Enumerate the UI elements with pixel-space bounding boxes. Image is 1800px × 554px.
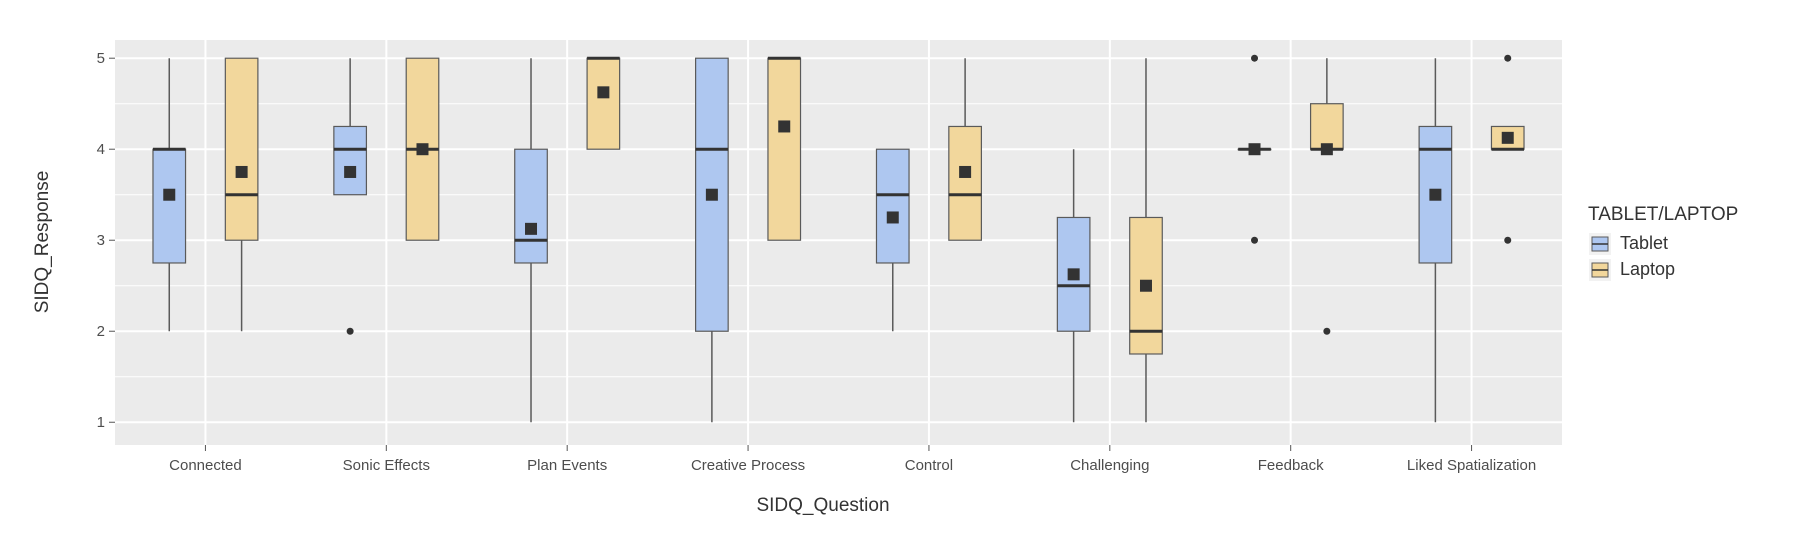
mean-marker [705, 188, 718, 201]
mean-marker [1429, 188, 1442, 201]
box [333, 125, 368, 196]
x-tick-label: Liked Spatialization [1407, 457, 1536, 474]
box-group-laptop [767, 56, 802, 241]
box [224, 57, 259, 241]
x-tick-label: Connected [169, 457, 242, 474]
mean-marker [344, 165, 357, 178]
outlier-point [1504, 54, 1512, 62]
mean-marker [778, 120, 791, 133]
y-tick-label: 3 [97, 232, 105, 249]
y-axis-title: SIDQ_Response [32, 171, 53, 314]
box-group-laptop [405, 57, 440, 241]
box-group-tablet [1056, 149, 1091, 423]
legend-item-laptop: Laptop [1589, 259, 1675, 281]
legend-items: Tablet Laptop [1589, 233, 1675, 281]
y-tick-label: 4 [97, 141, 105, 158]
legend-label: Tablet [1620, 233, 1668, 253]
mean-marker [1501, 131, 1514, 144]
y-axis: 1 2 3 4 5 [97, 50, 115, 431]
grid-layer [115, 40, 1562, 445]
x-tick-label: Challenging [1070, 457, 1149, 474]
mean-marker [1248, 143, 1261, 156]
mean-marker [163, 188, 176, 201]
box [767, 57, 802, 241]
outlier-point [1504, 236, 1512, 244]
legend-item-tablet: Tablet [1589, 233, 1668, 255]
mean-marker [1139, 279, 1152, 292]
mean-marker [1067, 268, 1080, 281]
box-group-laptop [1129, 58, 1163, 423]
box-group-tablet [695, 57, 729, 423]
legend-title: TABLET/LAPTOP [1588, 204, 1738, 225]
mean-marker [597, 86, 610, 99]
box [514, 148, 548, 264]
mean-marker [416, 143, 429, 156]
x-axis-title: SIDQ_Question [756, 495, 889, 516]
box [586, 57, 621, 150]
legend: TABLET/LAPTOP Tablet Laptop [1588, 204, 1738, 281]
box-group-tablet [152, 58, 187, 332]
x-tick-label: Control [905, 457, 953, 474]
x-tick-label: Sonic Effects [343, 457, 430, 474]
outlier-point [1323, 327, 1331, 335]
outlier-point [346, 327, 354, 335]
box [1056, 216, 1091, 332]
box-group-tablet [333, 58, 368, 335]
mean-marker [235, 165, 248, 178]
box-group-laptop [1309, 58, 1344, 335]
y-tick-label: 1 [97, 414, 105, 431]
box-group-tablet [875, 148, 910, 332]
y-tick-label: 2 [97, 323, 105, 340]
box-group-laptop [1490, 54, 1525, 244]
outlier-point [1251, 236, 1259, 244]
box-group-tablet [1418, 58, 1453, 423]
x-tick-label: Plan Events [527, 457, 607, 474]
mean-marker [525, 222, 538, 235]
x-tick-label: Creative Process [691, 457, 805, 474]
boxes-layer [152, 54, 1525, 423]
box-group-tablet [1237, 54, 1272, 244]
box [1309, 103, 1344, 150]
legend-label: Laptop [1620, 259, 1675, 279]
box [152, 148, 187, 264]
box-group-laptop [586, 56, 621, 150]
box-group-laptop [224, 57, 259, 332]
x-tick-label: Feedback [1258, 457, 1324, 474]
box-group-laptop [948, 58, 982, 241]
box-group-tablet [514, 58, 548, 423]
box [948, 125, 982, 241]
mean-marker [959, 165, 972, 178]
x-axis: Connected Sonic Effects Plan Events Creativ… [169, 445, 1536, 474]
box [875, 148, 910, 264]
plot-panel [115, 40, 1562, 445]
mean-marker [1320, 143, 1333, 156]
outlier-point [1251, 54, 1259, 62]
mean-marker [886, 211, 899, 224]
y-tick-label: 5 [97, 50, 105, 67]
